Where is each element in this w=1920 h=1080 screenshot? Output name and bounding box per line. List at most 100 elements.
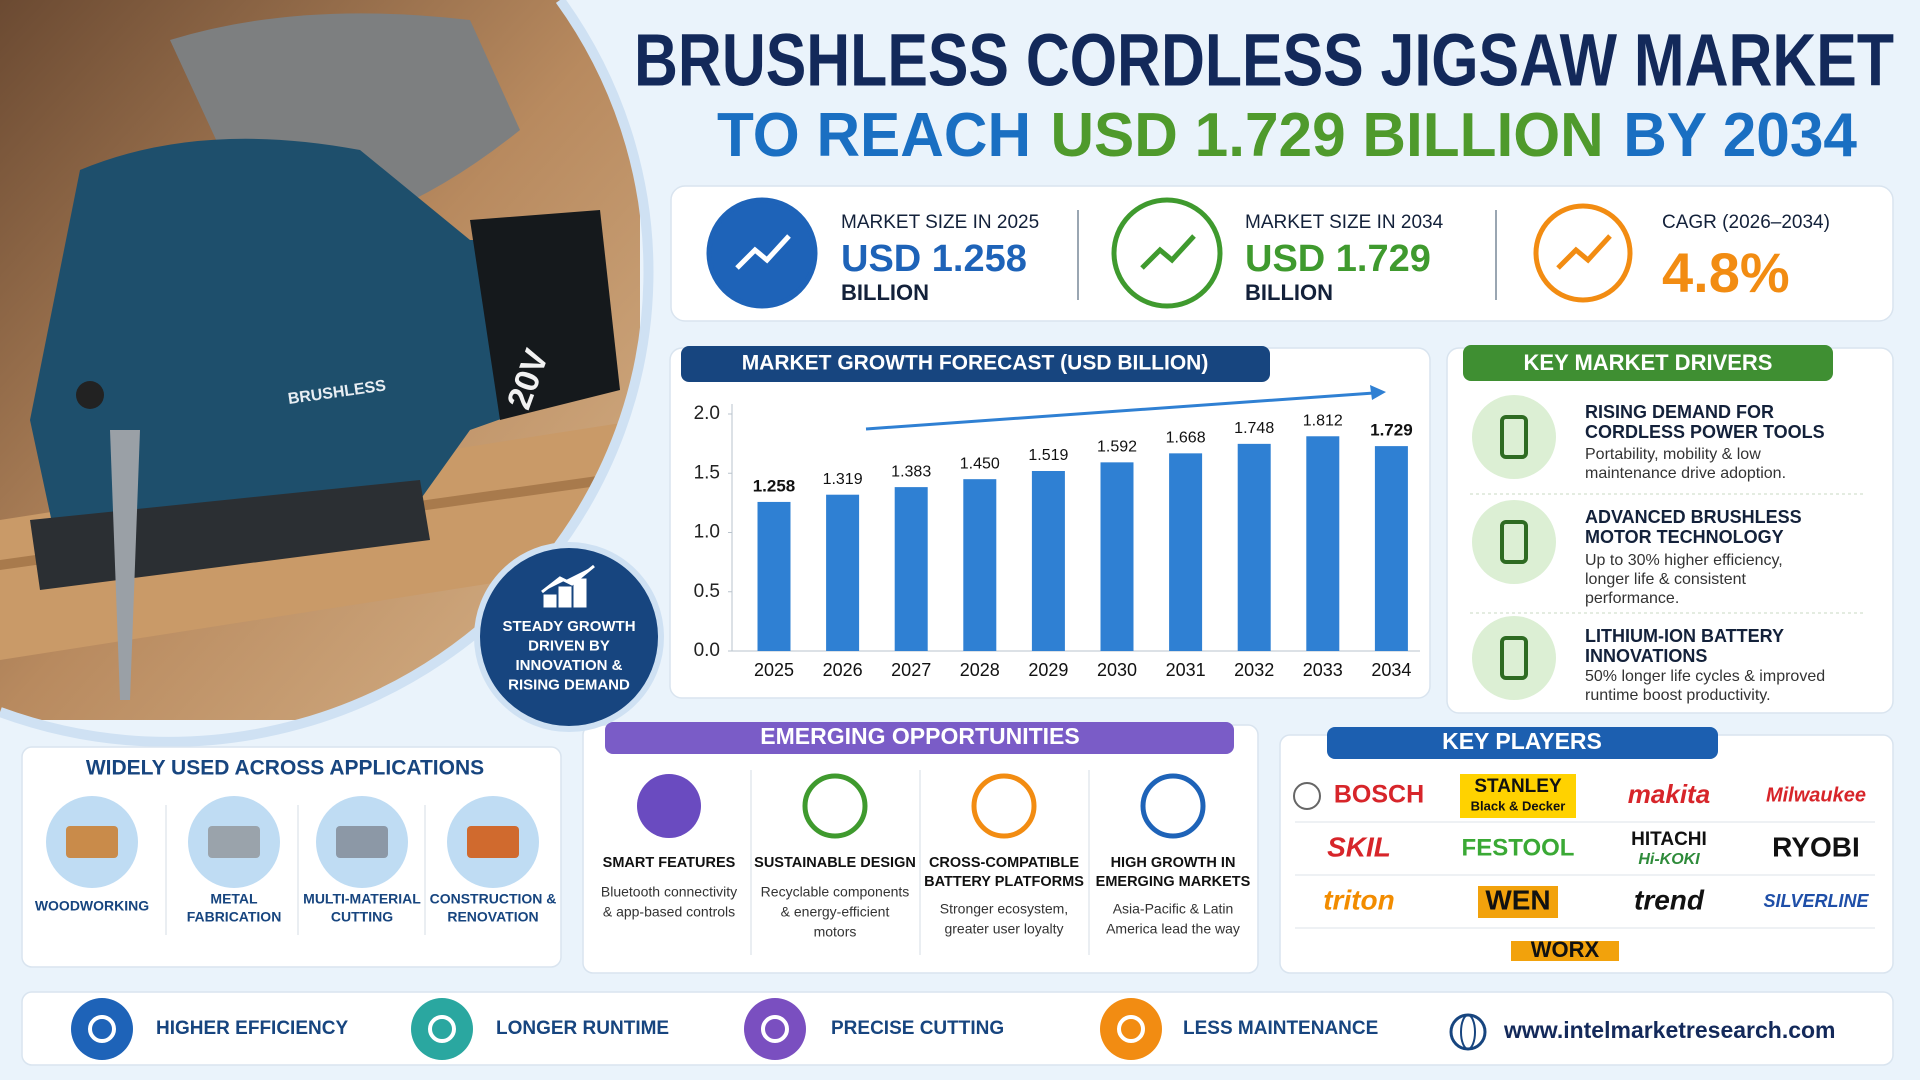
opportunity-name: SMART FEATURES	[603, 855, 736, 871]
opportunities-title: EMERGING OPPORTUNITIES	[760, 723, 1079, 749]
driver-text: runtime boost productivity.	[1585, 687, 1771, 704]
stat-value: USD 1.258	[841, 238, 1027, 280]
application-label: METAL	[210, 891, 258, 907]
subtitle: TO REACH USD 1.729 BILLION BY 2034	[717, 101, 1857, 170]
value-label: 1.450	[960, 455, 1000, 472]
drivers-title: KEY MARKET DRIVERS	[1524, 350, 1773, 375]
opportunity-icon	[637, 774, 701, 838]
opportunity-name: HIGH GROWTH IN	[1111, 855, 1236, 871]
driver-text: maintenance drive adoption.	[1585, 465, 1786, 482]
stat-icon-glyph	[735, 234, 791, 270]
x-tick-label: 2030	[1097, 660, 1137, 680]
benefit-label: HIGHER EFFICIENCY	[156, 1018, 348, 1039]
application-label: CONSTRUCTION &	[430, 891, 557, 907]
player-logo: FESTOOL	[1462, 834, 1575, 861]
opportunities-title-pill	[605, 722, 1234, 754]
opportunity-icon	[1140, 773, 1206, 839]
driver-icon	[1472, 500, 1556, 584]
application-label: RENOVATION	[447, 909, 538, 925]
applications-title: WIDELY USED ACROSS APPLICATIONS	[86, 757, 484, 780]
stat-icon-glyph	[1556, 234, 1612, 270]
stat-unit: BILLION	[1245, 280, 1333, 305]
footer-panel	[21, 991, 1894, 1066]
photo	[0, 0, 640, 720]
y-tick-label: 2.0	[694, 403, 720, 424]
bar	[1306, 436, 1340, 651]
application-icon-glyph	[336, 826, 388, 858]
benefit-icon-glyph	[88, 1015, 116, 1043]
opportunity-text: Recyclable components	[761, 884, 910, 900]
driver-icon-glyph	[1500, 520, 1528, 564]
benefit-icon-glyph	[428, 1015, 456, 1043]
driver-heading: MOTOR TECHNOLOGY	[1585, 527, 1784, 547]
opportunity-text: motors	[814, 924, 857, 940]
value-label: 1.383	[891, 463, 931, 480]
benefit-icon	[744, 998, 806, 1060]
value-label: 1.748	[1234, 420, 1274, 437]
driver-heading: INNOVATIONS	[1585, 646, 1707, 666]
driver-text: Portability, mobility & low	[1585, 446, 1761, 463]
badge-icon	[541, 564, 595, 608]
x-tick-label: 2025	[754, 660, 794, 680]
value-label: 1.258	[753, 476, 796, 495]
trend-arrow	[865, 391, 1375, 431]
bar	[1100, 462, 1134, 651]
badge-text: INNOVATION &	[516, 657, 623, 674]
subtitle-part: BY 2034	[1623, 101, 1857, 170]
player-logo: Milwaukee	[1766, 784, 1866, 806]
application-icon-glyph	[208, 826, 260, 858]
player-logo: trend	[1634, 884, 1705, 915]
x-tick-label: 2031	[1166, 660, 1206, 680]
benefit-label: LONGER RUNTIME	[496, 1018, 669, 1039]
driver-heading: LITHIUM-ION BATTERY	[1585, 626, 1784, 646]
player-logo-box	[1511, 941, 1619, 961]
benefit-icon	[411, 998, 473, 1060]
player-logo: STANLEY	[1474, 776, 1562, 797]
driver-text: longer life & consistent	[1585, 571, 1747, 588]
value-label: 1.668	[1166, 430, 1206, 447]
badge-text: DRIVEN BY	[528, 637, 610, 654]
value-label: 1.519	[1028, 447, 1068, 464]
bar	[1031, 470, 1065, 651]
benefit-label: LESS MAINTENANCE	[1183, 1018, 1378, 1039]
x-tick-label: 2026	[823, 660, 863, 680]
value-label: 1.729	[1370, 421, 1413, 440]
application-label: WOODWORKING	[35, 898, 149, 914]
bar	[1237, 443, 1271, 651]
application-label: FABRICATION	[187, 909, 282, 925]
player-logo: SILVERLINE	[1763, 891, 1869, 911]
bar	[1169, 453, 1203, 651]
player-logo-box	[1460, 774, 1576, 818]
x-tick-label: 2029	[1028, 660, 1068, 680]
website: www.intelmarketresearch.com	[1503, 1017, 1836, 1043]
benefit-icon-glyph	[1117, 1015, 1145, 1043]
stat-label: MARKET SIZE IN 2034	[1245, 212, 1444, 233]
opportunity-text: Bluetooth connectivity	[601, 884, 737, 900]
opportunity-icon	[802, 773, 868, 839]
y-tick-label: 1.5	[694, 462, 720, 483]
badge-text: STEADY GROWTH	[502, 618, 635, 635]
stat-icon-glyph	[1140, 234, 1196, 270]
globe-icon-meridian	[1460, 1014, 1476, 1050]
opportunity-name: CROSS-COMPATIBLE	[929, 855, 1079, 871]
driver-icon-glyph	[1500, 636, 1528, 680]
y-tick-label: 1.0	[694, 522, 720, 543]
application-icon-glyph	[467, 826, 519, 858]
stat-unit: BILLION	[841, 280, 929, 305]
y-tick-label: 0.0	[694, 640, 720, 661]
opportunity-text: & energy-efficient	[781, 904, 890, 920]
player-logo: triton	[1323, 884, 1395, 915]
player-logo: Black & Decker	[1471, 798, 1566, 813]
driver-text: Up to 30% higher efficiency,	[1585, 552, 1783, 569]
driver-icon	[1472, 616, 1556, 700]
subtitle-part: TO REACH	[717, 101, 1031, 170]
player-logo: WORX	[1531, 937, 1600, 962]
benefit-label: PRECISE CUTTING	[831, 1018, 1004, 1039]
opportunity-text: greater user loyalty	[944, 921, 1063, 937]
player-logo: makita	[1628, 779, 1710, 809]
benefit-icon-glyph	[761, 1015, 789, 1043]
benefit-icon	[71, 998, 133, 1060]
player-logo: SKIL	[1327, 831, 1391, 862]
